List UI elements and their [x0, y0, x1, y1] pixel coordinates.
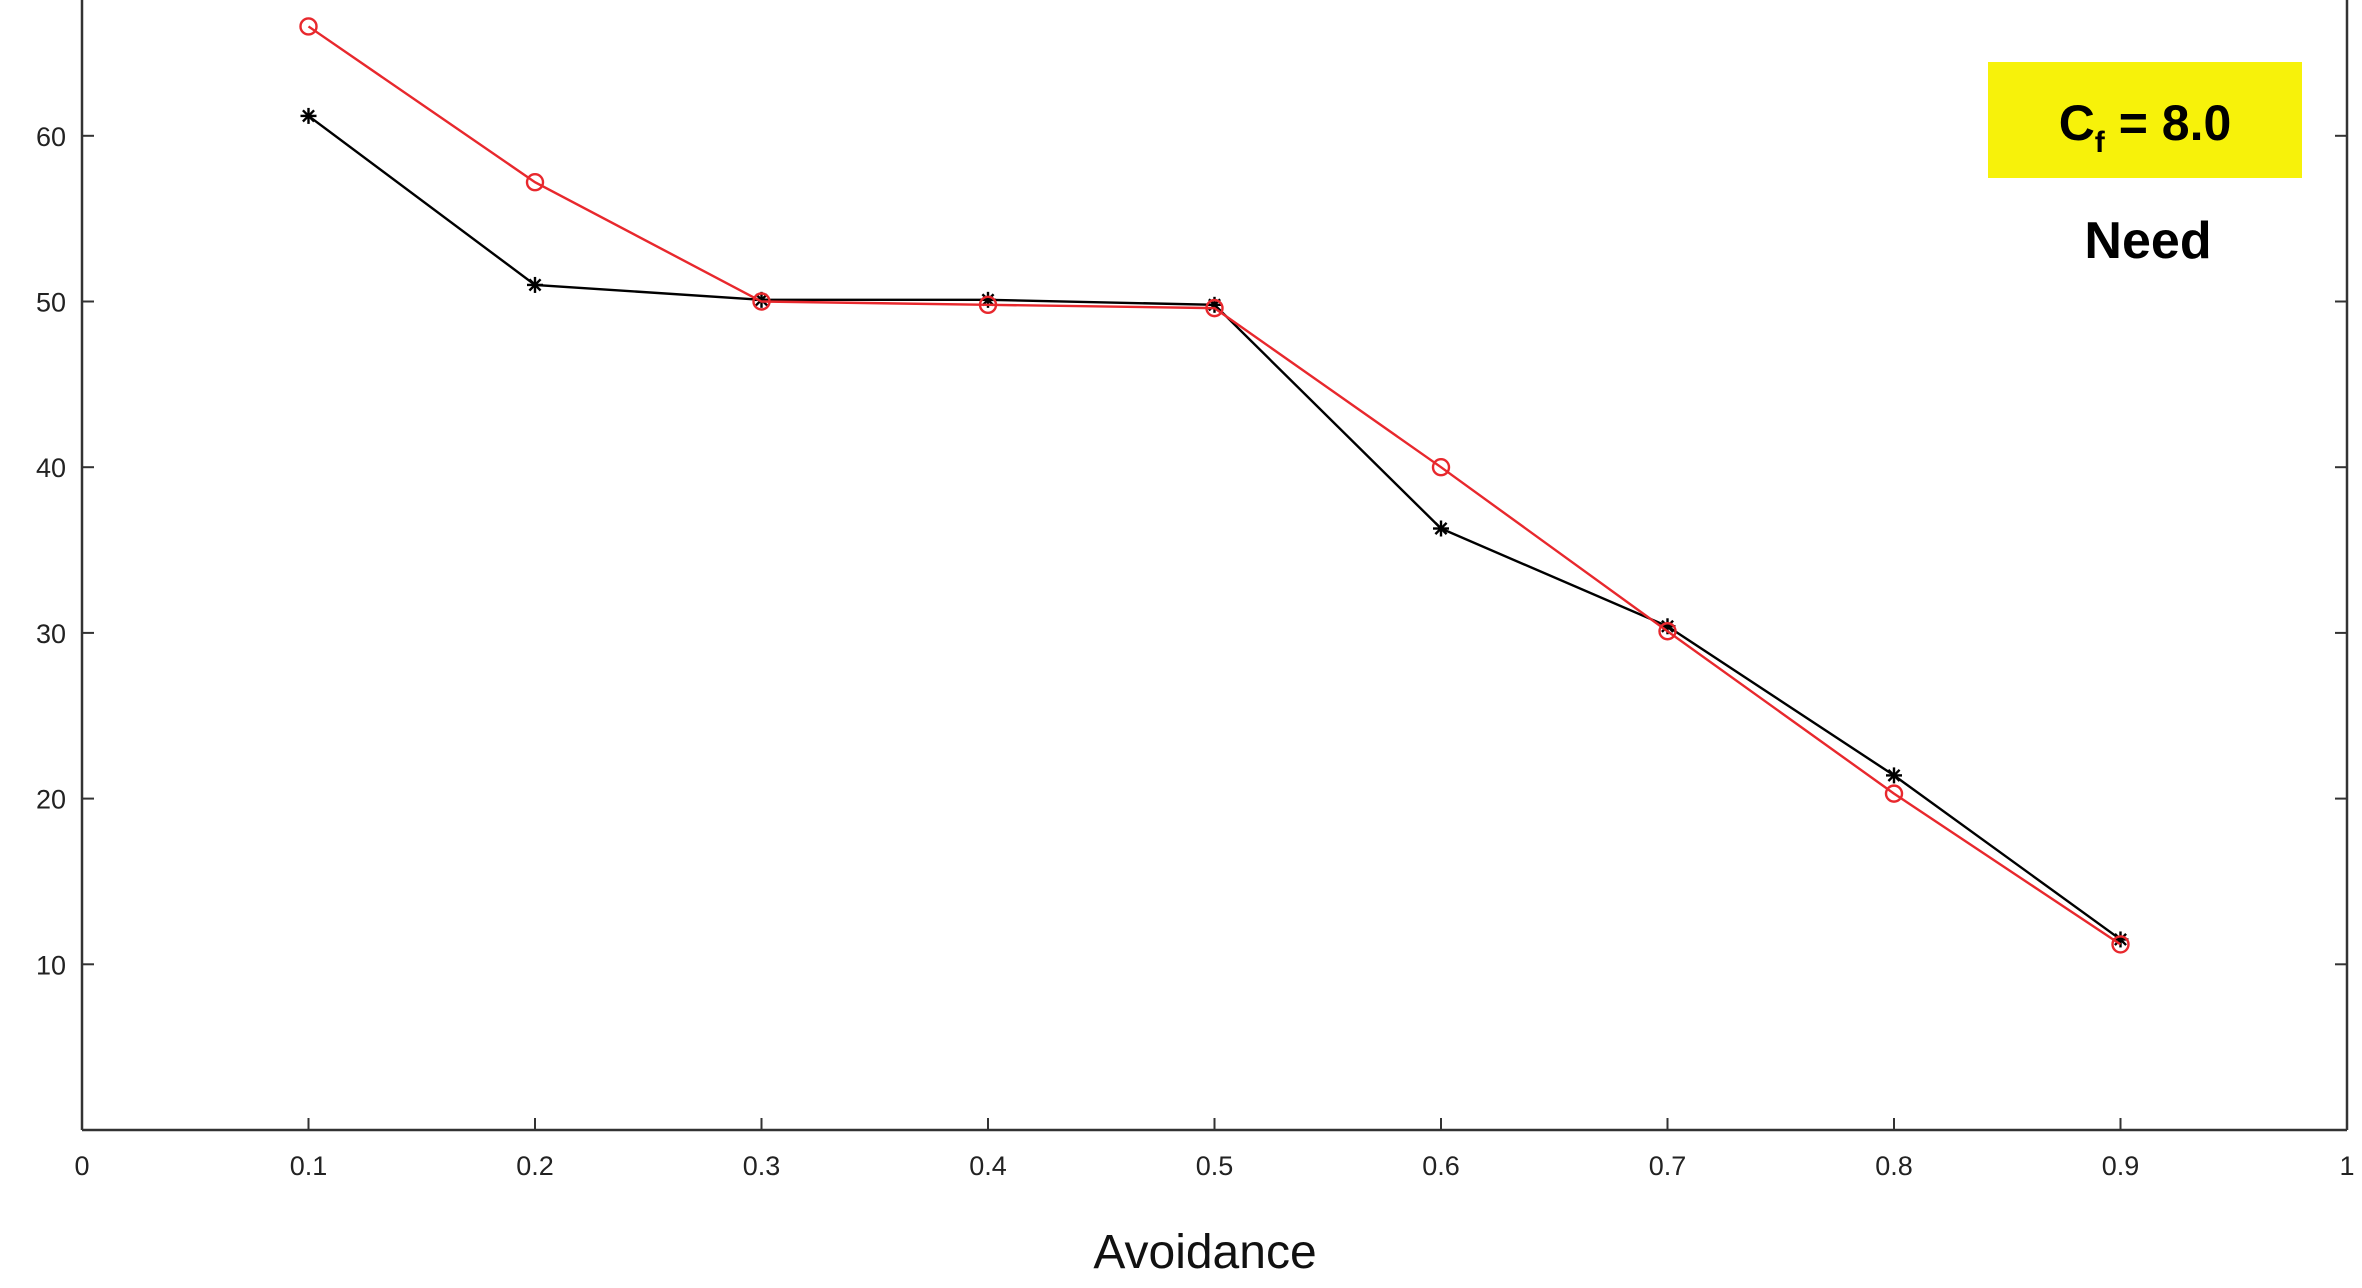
- x-tick-label: 0.3: [743, 1151, 781, 1181]
- cf-badge-text: Cf = 8.0: [2059, 95, 2232, 159]
- y-tick-label: 60: [36, 122, 66, 152]
- data-point: [299, 17, 318, 36]
- x-axis-ticks: 0 0.1 0.2 0.3 0.4 0.5 0.6 0.7 0.8 0.9 1: [74, 1118, 2355, 1181]
- x-tick-label: 0.6: [1422, 1151, 1460, 1181]
- data-point: [527, 276, 543, 293]
- data-point: [1886, 767, 1902, 784]
- data-point: [752, 292, 771, 311]
- x-tick-label: 0.7: [1649, 1151, 1687, 1181]
- cf-badge-background: [1988, 62, 2302, 178]
- y-tick-label: 10: [36, 950, 66, 980]
- x-tick-label: 0.2: [516, 1151, 554, 1181]
- cf-badge-prefix: C: [2059, 95, 2095, 151]
- data-point: [1433, 520, 1449, 537]
- x-tick-label: 0.9: [2102, 1151, 2140, 1181]
- cf-badge-value: = 8.0: [2105, 95, 2232, 151]
- x-axis-title: Avoidance: [1093, 1226, 1316, 1279]
- y-axis-ticks: 10 20 30 40 50 60: [36, 122, 2347, 980]
- x-tick-label: 0: [74, 1151, 89, 1181]
- data-point: [300, 107, 317, 124]
- data-point: [1431, 458, 1451, 477]
- y-tick-label: 30: [36, 619, 66, 649]
- data-point: [1205, 298, 1224, 318]
- y-tick-label: 50: [36, 288, 66, 318]
- x-tick-label: 0.8: [1875, 1151, 1913, 1181]
- data-point: [1884, 784, 1904, 803]
- data-point: [1658, 622, 1677, 641]
- cf-badge: Cf = 8.0: [1988, 62, 2302, 178]
- y-tick-label: 40: [36, 453, 66, 483]
- data-point: [978, 295, 998, 315]
- data-point: [2111, 935, 2130, 954]
- y-tick-label: 20: [36, 785, 66, 815]
- x-tick-label: 1: [2339, 1151, 2354, 1181]
- series-line: [307, 25, 2122, 946]
- need-label: Need: [2084, 212, 2211, 270]
- cf-badge-subscript: f: [2095, 126, 2106, 159]
- data-point: [525, 172, 545, 192]
- x-tick-label: 0.5: [1196, 1151, 1234, 1181]
- x-tick-label: 0.1: [290, 1151, 328, 1181]
- series-1: [299, 17, 2130, 954]
- x-tick-label: 0.4: [969, 1151, 1007, 1181]
- series-layer: [299, 17, 2130, 954]
